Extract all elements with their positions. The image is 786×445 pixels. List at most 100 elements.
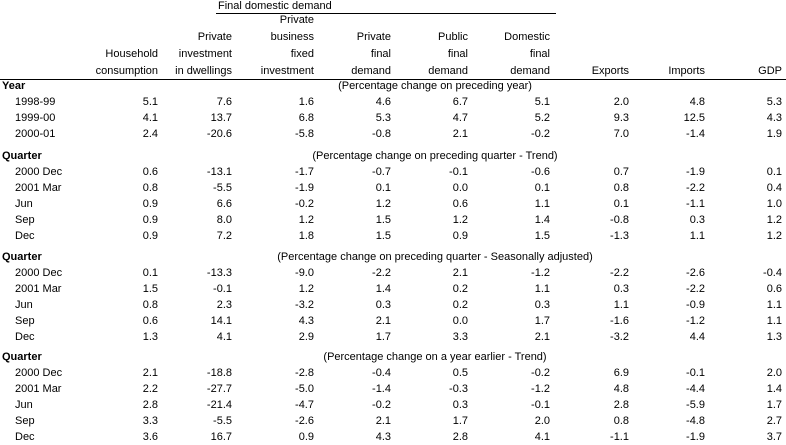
cell: -18.8 xyxy=(207,367,232,379)
cell: -9.0 xyxy=(295,267,314,279)
cell: 0.8 xyxy=(614,415,629,427)
cell: -21.4 xyxy=(207,399,232,411)
section-heading: Quarter xyxy=(2,150,42,162)
cell: 1.1 xyxy=(767,299,782,311)
cell: -0.8 xyxy=(610,214,629,226)
cell: -0.2 xyxy=(372,399,391,411)
cell: -0.1 xyxy=(531,399,550,411)
cell: 0.9 xyxy=(453,230,468,242)
column-header: consumption xyxy=(96,65,158,77)
cell: 1.2 xyxy=(299,214,314,226)
row-label: Jun xyxy=(15,299,33,311)
cell: -2.2 xyxy=(372,267,391,279)
cell: 1.9 xyxy=(767,128,782,140)
row-label: 2000 Dec xyxy=(15,166,63,178)
cell: -13.3 xyxy=(207,267,232,279)
cell: 2.1 xyxy=(143,367,158,379)
row-label: Jun xyxy=(15,198,33,210)
cell: 7.0 xyxy=(614,128,629,140)
cell: -27.7 xyxy=(207,383,232,395)
cell: 3.6 xyxy=(143,431,158,443)
column-header: Imports xyxy=(668,65,705,77)
cell: 5.1 xyxy=(535,96,550,108)
row-label: 2001 Mar xyxy=(15,283,62,295)
cell: 1.5 xyxy=(535,230,550,242)
cell: 1.1 xyxy=(535,283,550,295)
cell: 0.3 xyxy=(535,299,550,311)
cell: 6.6 xyxy=(217,198,232,210)
cell: 1.6 xyxy=(299,96,314,108)
cell: -1.2 xyxy=(686,315,705,327)
cell: 4.8 xyxy=(614,383,629,395)
cell: -2.6 xyxy=(686,267,705,279)
cell: -0.4 xyxy=(372,367,391,379)
cell: 8.0 xyxy=(217,214,232,226)
row-label: 2001 Mar xyxy=(15,182,62,194)
column-header: investment xyxy=(179,48,232,60)
cell: 12.5 xyxy=(684,112,705,124)
cell: -5.9 xyxy=(686,399,705,411)
column-header: Public xyxy=(438,31,468,43)
cell: -3.2 xyxy=(610,331,629,343)
cell: 4.4 xyxy=(690,331,705,343)
section-note: (Percentage change on preceding quarter … xyxy=(312,150,557,162)
cell: 5.1 xyxy=(143,96,158,108)
cell: 0.6 xyxy=(767,283,782,295)
section-heading: Year xyxy=(2,80,26,92)
cell: -2.8 xyxy=(295,367,314,379)
cell: -0.2 xyxy=(295,198,314,210)
cell: 1.1 xyxy=(614,299,629,311)
cell: -4.4 xyxy=(686,383,705,395)
cell: 1.5 xyxy=(376,230,391,242)
cell: -4.8 xyxy=(686,415,705,427)
cell: -3.2 xyxy=(295,299,314,311)
cell: 2.1 xyxy=(376,415,391,427)
cell: -1.4 xyxy=(372,383,391,395)
cell: 3.3 xyxy=(453,331,468,343)
cell: 0.0 xyxy=(453,182,468,194)
cell: 2.8 xyxy=(453,431,468,443)
cell: 0.2 xyxy=(453,299,468,311)
cell: 7.6 xyxy=(217,96,232,108)
cell: -1.1 xyxy=(686,198,705,210)
cell: 4.3 xyxy=(376,431,391,443)
cell: -5.5 xyxy=(213,415,232,427)
cell: 1.4 xyxy=(376,283,391,295)
cell: 1.7 xyxy=(453,415,468,427)
section-note: (Percentage change on a year earlier - T… xyxy=(323,351,546,363)
column-header: demand xyxy=(351,65,391,77)
cell: 2.8 xyxy=(143,399,158,411)
cell: -2.6 xyxy=(295,415,314,427)
cell: 0.1 xyxy=(535,182,550,194)
section-heading: Quarter xyxy=(2,351,42,363)
cell: 0.3 xyxy=(614,283,629,295)
cell: -2.2 xyxy=(686,283,705,295)
cell: -5.5 xyxy=(213,182,232,194)
cell: 5.2 xyxy=(535,112,550,124)
cell: 1.7 xyxy=(535,315,550,327)
cell: -2.2 xyxy=(686,182,705,194)
cell: 2.1 xyxy=(453,267,468,279)
cell: 0.8 xyxy=(614,182,629,194)
cell: 2.1 xyxy=(535,331,550,343)
cell: -0.1 xyxy=(449,166,468,178)
cell: 0.1 xyxy=(614,198,629,210)
row-label: 2001 Mar xyxy=(15,383,62,395)
cell: 1.2 xyxy=(376,198,391,210)
row-label: 1999-00 xyxy=(15,112,55,124)
column-header: Domestic xyxy=(504,31,550,43)
cell: 0.3 xyxy=(453,399,468,411)
group-header: Final domestic demand xyxy=(218,0,332,12)
cell: -1.4 xyxy=(686,128,705,140)
cell: 1.1 xyxy=(767,315,782,327)
cell: 2.7 xyxy=(767,415,782,427)
cell: 2.1 xyxy=(376,315,391,327)
cell: 1.3 xyxy=(143,331,158,343)
column-header: final xyxy=(371,48,391,60)
column-header: Private xyxy=(198,31,232,43)
cell: -1.2 xyxy=(531,383,550,395)
cell: 2.3 xyxy=(217,299,232,311)
column-header: in dwellings xyxy=(175,65,232,77)
cell: 16.7 xyxy=(211,431,232,443)
